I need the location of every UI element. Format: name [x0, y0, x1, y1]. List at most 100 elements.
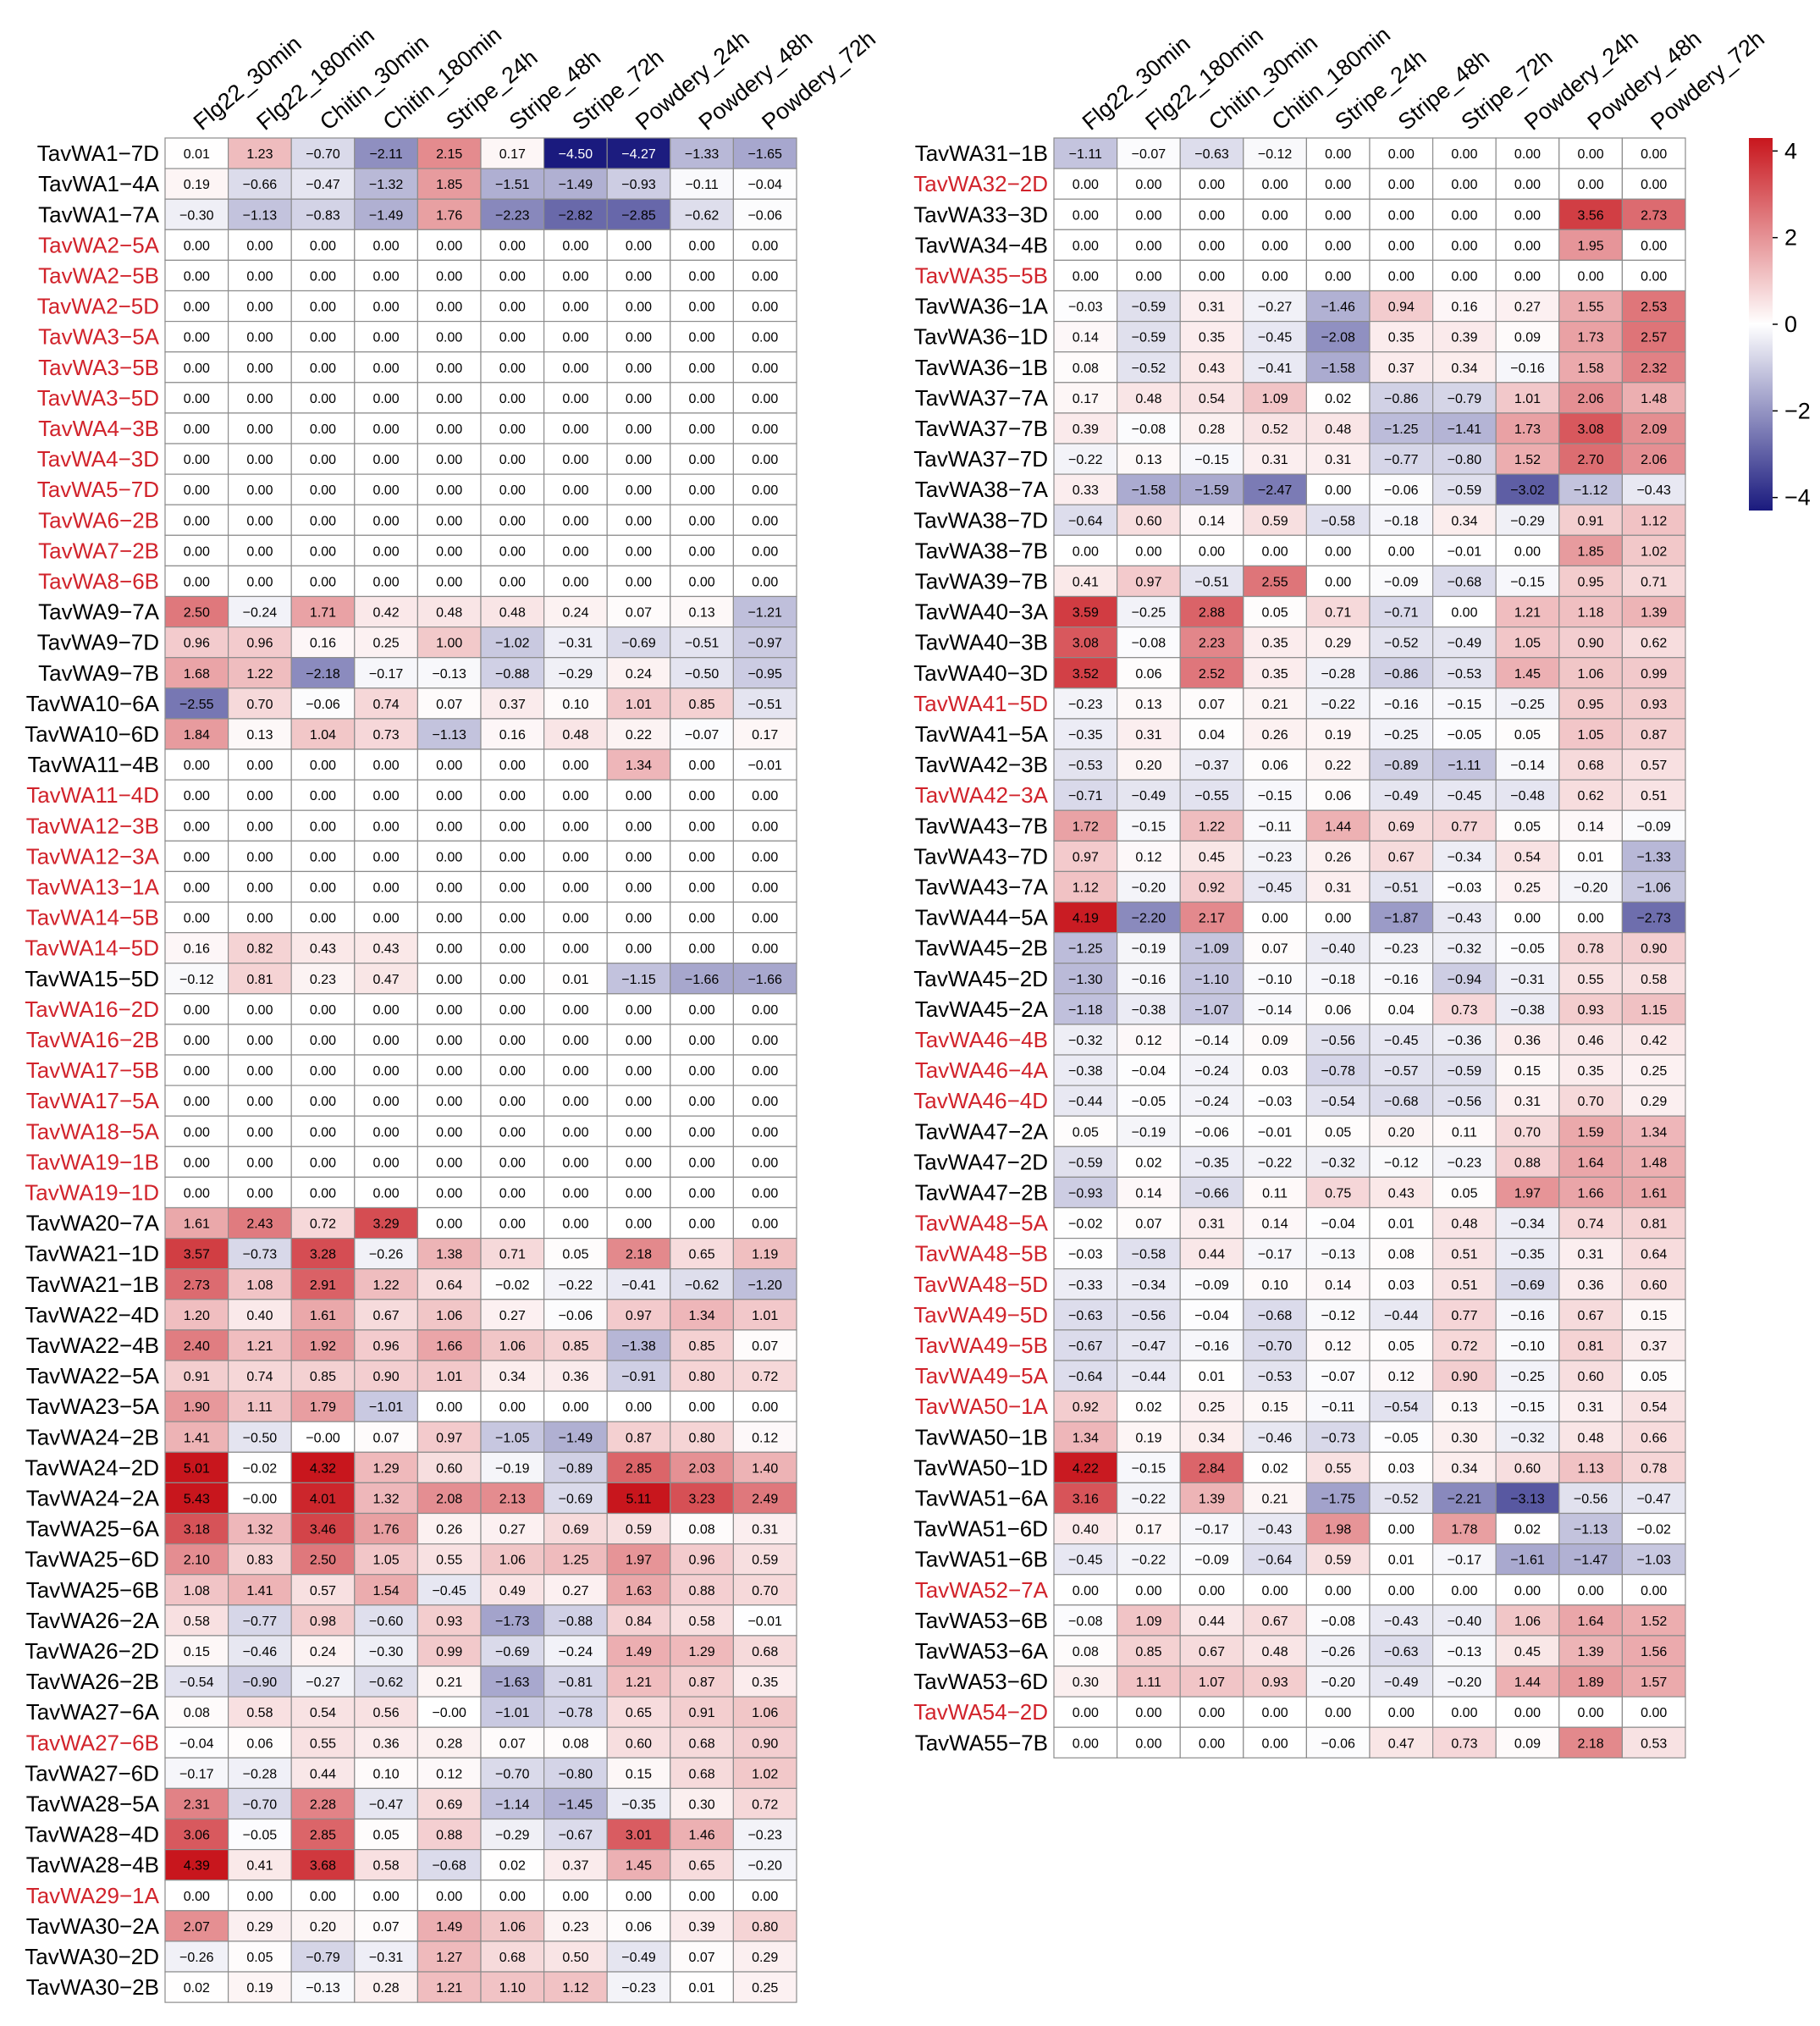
cell-value: 0.05	[1451, 1186, 1477, 1201]
cell-value: 0.24	[562, 606, 588, 621]
cell-value: 0.05	[1073, 1125, 1099, 1140]
heatmap-cell	[732, 198, 797, 230]
heatmap-cell	[164, 1512, 229, 1545]
cell-value: −0.53	[1258, 1370, 1293, 1384]
cell-value: 0.00	[246, 453, 273, 467]
cell-value: 0.82	[246, 942, 273, 957]
cell-value: 0.14	[1262, 1217, 1288, 1232]
heatmap-row: TavWA40−3A 3.59 −0.25 2.88 0.05 0.71 −0.71 0.00…	[915, 595, 1686, 628]
cell-value: 5.43	[184, 1492, 210, 1506]
cell-value: 0.41	[1073, 575, 1099, 589]
heatmap-cell	[480, 382, 545, 414]
cell-value: 1.45	[1514, 667, 1541, 682]
heatmap-cell	[164, 779, 229, 811]
cell-value: 0.39	[689, 1920, 715, 1935]
cell-value: 0.00	[1073, 1706, 1099, 1720]
cell-value: 0.16	[499, 728, 526, 742]
cell-value: −0.12	[1258, 147, 1293, 162]
cell-value: 0.00	[310, 759, 336, 773]
cell-value: 0.17	[1135, 1523, 1161, 1537]
heatmap-cell	[1053, 534, 1118, 566]
heatmap-cell	[1179, 473, 1244, 505]
cell-value: −0.51	[685, 637, 720, 651]
cell-value: −0.34	[1448, 850, 1482, 864]
cell-value: −0.01	[1448, 544, 1482, 559]
heatmap-cell	[732, 1635, 797, 1667]
cell-value: 0.00	[1199, 1706, 1225, 1720]
cell-value: 1.13	[1578, 1461, 1604, 1476]
heatmap-cell	[1431, 1054, 1497, 1086]
heatmap-cell	[1558, 993, 1624, 1025]
cell-value: −0.23	[1448, 1156, 1482, 1170]
cell-value: 0.85	[689, 1339, 715, 1354]
cell-value: 0.00	[1135, 1736, 1161, 1751]
cell-value: 3.01	[626, 1829, 652, 1843]
heatmap-cell	[1495, 259, 1560, 292]
cell-value: 0.00	[310, 575, 336, 589]
heatmap-row: TavWA28−5A 2.31 −0.70 2.28 −0.47 0.69 −1.14 −1.…	[26, 1787, 797, 1820]
heatmap-cell	[1179, 1329, 1244, 1361]
cell-value: 1.55	[1578, 301, 1604, 315]
cell-value: −0.06	[1321, 1736, 1355, 1751]
cell-value: 0.00	[562, 269, 588, 284]
cell-value: 0.00	[1578, 1706, 1604, 1720]
heatmap-cell	[290, 1696, 356, 1728]
cell-value: 0.00	[626, 1095, 652, 1109]
cell-value: −0.88	[559, 1615, 593, 1629]
cell-value: 0.00	[499, 301, 526, 315]
heatmap-cell	[606, 779, 671, 811]
cell-value: 0.02	[1135, 1400, 1161, 1415]
cell-value: 0.00	[499, 1125, 526, 1140]
row-label: TavWA8−6B	[38, 568, 159, 593]
cell-value: −0.20	[1448, 1675, 1482, 1690]
heatmap-row: TavWA46−4B −0.32 0.12 −0.14 0.09 −0.56 −0.45 −0…	[915, 1024, 1686, 1056]
cell-value: −0.32	[1321, 1156, 1355, 1170]
cell-value: 0.00	[562, 1064, 588, 1079]
cell-value: −2.55	[179, 698, 214, 712]
heatmap-cell	[1621, 1299, 1686, 1331]
heatmap-cell	[1243, 595, 1308, 628]
heatmap-cell	[480, 1971, 545, 2003]
cell-value: −0.25	[1510, 698, 1545, 712]
cell-value: −0.26	[179, 1951, 214, 1965]
cell-value: 0.00	[689, 789, 715, 803]
cell-value: 0.24	[310, 1645, 336, 1659]
heatmap-cell	[1495, 718, 1560, 750]
cell-value: −0.56	[1132, 1309, 1166, 1323]
heatmap-cell	[732, 748, 797, 781]
cell-value: 1.39	[1578, 1645, 1604, 1659]
cell-value: 0.00	[626, 514, 652, 528]
cell-value: −0.41	[621, 1278, 656, 1293]
cell-value: −0.80	[559, 1767, 593, 1781]
heatmap-cell	[606, 1451, 671, 1484]
heatmap-row: TavWA12−3B 0.00 0.00 0.00 0.00 0.00 0.00 0.00 0.…	[26, 809, 797, 842]
row-label: TavWA1−4A	[38, 171, 159, 196]
cell-value: −0.15	[1258, 789, 1293, 803]
heatmap-row: TavWA12−3A 0.00 0.00 0.00 0.00 0.00 0.00 0.00 0.…	[26, 840, 797, 872]
heatmap-cell	[1558, 198, 1624, 230]
cell-value: 0.00	[1073, 239, 1099, 253]
cell-value: 1.54	[373, 1584, 400, 1598]
cell-value: 0.00	[436, 1064, 462, 1079]
heatmap-cell	[543, 748, 608, 781]
heatmap-cell	[1305, 1176, 1371, 1209]
cell-value: 0.00	[436, 362, 462, 376]
heatmap-cell	[1495, 1360, 1560, 1392]
heatmap-cell	[164, 1360, 229, 1392]
cell-value: 0.00	[436, 820, 462, 834]
cell-value: 0.10	[562, 698, 588, 712]
heatmap-cell	[354, 1299, 418, 1331]
cell-value: 0.27	[499, 1309, 526, 1323]
heatmap-cell	[732, 1299, 797, 1331]
cell-value: 0.73	[1451, 1736, 1477, 1751]
cell-value: 0.00	[1135, 178, 1161, 192]
heatmap-cell	[606, 1818, 671, 1851]
cell-value: 0.90	[1578, 637, 1604, 651]
cell-value: 0.00	[626, 1003, 652, 1018]
row-label: TavWA50−1D	[913, 1455, 1048, 1480]
heatmap-row: TavWA26−2B −0.54 −0.90 −0.27 −0.62 0.21 −1.63−…	[26, 1665, 797, 1698]
cell-value: −1.58	[1321, 362, 1355, 376]
cell-value: 0.00	[1199, 1736, 1225, 1751]
cell-value: −0.34	[1510, 1217, 1545, 1232]
heatmap-cell	[416, 1237, 482, 1270]
